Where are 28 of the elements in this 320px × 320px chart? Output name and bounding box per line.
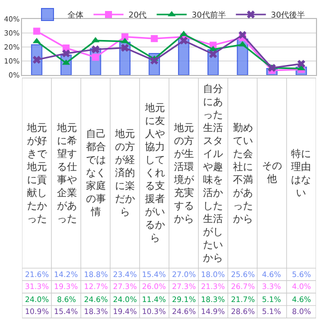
point	[120, 38, 129, 44]
x-tick-label: 地元が好きで地元に貢献したかった	[26, 122, 48, 225]
legend-label: 30代後半	[270, 10, 306, 20]
x-tick-label: 特に理由はない	[291, 148, 311, 199]
category-label: 自分にあった生活スタイルや趣味を活かした生活がしたいから	[203, 84, 223, 264]
point	[180, 36, 188, 45]
legend-label: 30代前半	[192, 10, 226, 20]
point	[92, 45, 100, 54]
legend-label: 全体	[68, 10, 84, 20]
x-tick-label: 地元に希望する仕事や企業があった	[56, 122, 77, 225]
point	[33, 28, 40, 35]
x-tick-label: その他	[262, 161, 282, 185]
point	[120, 44, 129, 52]
point	[297, 60, 306, 68]
x-tick-label: 地元の方が経済的に楽だから	[114, 128, 135, 218]
point	[150, 35, 158, 42]
point	[238, 31, 246, 39]
legend-label: 20代	[128, 10, 147, 20]
point	[209, 46, 218, 52]
point	[209, 50, 218, 58]
point	[32, 38, 41, 44]
x-tick-label: 自己都合ではなく家庭の事情	[86, 128, 106, 218]
point	[62, 49, 70, 58]
x-tick-label: 地元の方が生活環境が充実するから	[173, 122, 195, 225]
x-tick-label: 勤めていた会社に不満があったから	[233, 122, 253, 225]
category-label: 地元に友人や協力してくれる支援者がいるから	[145, 103, 165, 244]
point	[180, 30, 188, 36]
point	[92, 54, 99, 61]
